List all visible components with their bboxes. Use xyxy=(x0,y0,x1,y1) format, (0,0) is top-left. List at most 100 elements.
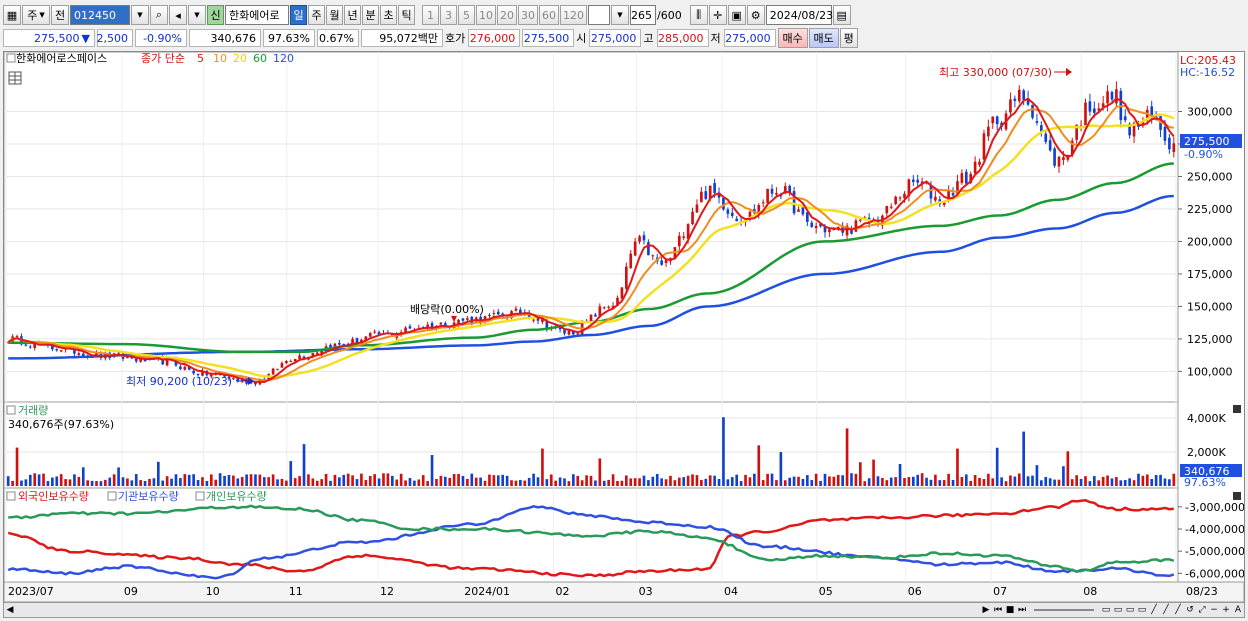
buy-button[interactable]: 매수 xyxy=(777,28,808,48)
candle-body xyxy=(55,348,59,351)
settings-checkbox-icon[interactable] xyxy=(6,53,16,63)
volume-bar xyxy=(1004,481,1008,486)
font-icon[interactable]: A xyxy=(1234,605,1242,615)
institution-checkbox-icon[interactable] xyxy=(107,491,117,501)
candle-body xyxy=(700,191,703,203)
interval-custom-input[interactable] xyxy=(588,5,610,25)
volume-bar xyxy=(1009,475,1012,486)
volume-bar xyxy=(1048,478,1052,486)
period-minute[interactable]: 분 xyxy=(362,5,379,25)
gear-icon[interactable]: ⚙ xyxy=(746,5,765,25)
volume-bar xyxy=(863,481,867,486)
save-icon[interactable]: ▣ xyxy=(727,5,746,25)
period-week[interactable]: 주 xyxy=(308,5,325,25)
interval-dropdown-icon[interactable]: ▼ xyxy=(611,5,629,25)
menu-icon[interactable]: ▦ xyxy=(3,5,21,25)
jump-start-icon[interactable]: ⏮ xyxy=(993,605,1003,615)
chart-svg[interactable]: 300,000275,000250,000225,000200,000175,0… xyxy=(3,51,1245,603)
type-select[interactable]: 전 xyxy=(51,5,69,25)
last-price: 275,500 xyxy=(1184,135,1230,148)
period-tick[interactable]: 틱 xyxy=(398,5,415,25)
price-tick-label: 225,000 xyxy=(1187,203,1233,216)
draw-line3-icon[interactable]: ╱ xyxy=(1175,605,1181,615)
volume-bar xyxy=(1000,477,1003,486)
layout4-icon[interactable]: ▭ xyxy=(1137,605,1147,615)
zoom-fit-icon[interactable]: ⤢ xyxy=(1198,605,1206,615)
period-day[interactable]: 일 xyxy=(290,5,307,25)
crosshair-icon[interactable]: ✛ xyxy=(708,5,727,25)
volume-bar xyxy=(351,475,354,486)
volume-bar xyxy=(439,475,443,486)
candle-body xyxy=(598,306,602,317)
interval-5[interactable]: 5 xyxy=(458,5,475,25)
volume-close-icon[interactable] xyxy=(1233,405,1241,413)
holding-checkbox-icon[interactable] xyxy=(6,491,16,501)
period-second[interactable]: 초 xyxy=(380,5,397,25)
volume-bar xyxy=(602,480,606,486)
layout2-icon[interactable]: ▭ xyxy=(1113,605,1123,615)
sound-icon[interactable]: ◂ xyxy=(169,5,187,25)
volume-bar xyxy=(368,475,372,486)
new-badge[interactable]: 신 xyxy=(207,5,224,25)
price-panel-frame xyxy=(3,51,1179,403)
candle-body xyxy=(179,366,182,370)
period-year[interactable]: 년 xyxy=(344,5,361,25)
draw-line-icon[interactable]: ╱ xyxy=(1151,605,1157,615)
holding-close-icon[interactable] xyxy=(1233,492,1241,500)
toolbar: ▦ 주 ▼ 전 012450 ▼ ⌕ ◂ ▼ 신 한화에어로 일 주 월 년 분 … xyxy=(0,3,1248,27)
holding-tick-label: -4,000,000 xyxy=(1185,523,1244,536)
individual-checkbox-icon[interactable] xyxy=(195,491,205,501)
interval-20[interactable]: 20 xyxy=(497,5,517,25)
zoom-slider[interactable] xyxy=(1034,609,1094,611)
stock-name-field[interactable]: 한화에어로 xyxy=(225,5,289,25)
count-input[interactable]: 265 xyxy=(630,5,656,25)
code-input[interactable]: 012450 xyxy=(70,5,130,25)
quote-high: 285,000 xyxy=(656,29,709,47)
chart-scrollbar[interactable]: ◀ ▶ ⏮ ■ ⏭ ▭ ▭ ▭ ▭ ╱ ╱ ╱ ↺ ⤢ − + A xyxy=(3,602,1245,618)
date-input[interactable]: 2024/08/23 xyxy=(765,5,833,25)
volume-bar xyxy=(982,479,986,486)
chart-area[interactable]: 300,000275,000250,000225,000200,000175,0… xyxy=(3,51,1245,603)
candle-body xyxy=(956,181,959,194)
volume-bar xyxy=(669,475,672,486)
interval-10[interactable]: 10 xyxy=(476,5,496,25)
volume-bar xyxy=(580,480,584,486)
dropdown-icon[interactable]: ▼ xyxy=(188,5,206,25)
period-month[interactable]: 월 xyxy=(326,5,343,25)
search-icon[interactable]: ⌕ xyxy=(150,5,168,25)
volume-bar xyxy=(554,480,558,486)
layout-icon[interactable]: ▭ xyxy=(1101,605,1111,615)
calendar-icon[interactable]: ▤ xyxy=(832,5,851,25)
last-price-pct: -0.90% xyxy=(1184,148,1223,161)
refresh-icon[interactable]: ↺ xyxy=(1186,605,1194,615)
volume-bar xyxy=(792,476,796,486)
volume-bar xyxy=(55,476,59,486)
candle-body xyxy=(1035,121,1039,123)
candle-body xyxy=(616,297,619,306)
time-tick-label: 03 xyxy=(639,585,653,598)
zoom-in-icon[interactable]: + xyxy=(1222,605,1230,615)
market-select[interactable]: 주 ▼ xyxy=(22,5,50,25)
stop-icon[interactable]: ■ xyxy=(1005,605,1015,615)
zoom-out-icon[interactable]: − xyxy=(1210,605,1218,615)
candle-body xyxy=(28,346,32,348)
interval-30[interactable]: 30 xyxy=(518,5,538,25)
draw-line2-icon[interactable]: ╱ xyxy=(1163,605,1169,615)
volume-bar xyxy=(775,480,778,486)
scroll-left-icon[interactable]: ◀ xyxy=(6,605,14,615)
volume-bar xyxy=(59,474,63,486)
candle-icon[interactable]: ⫼ xyxy=(689,5,708,25)
eval-button[interactable]: 평 xyxy=(839,28,858,48)
sell-button[interactable]: 매도 xyxy=(808,28,839,48)
volume-bar xyxy=(611,474,615,486)
code-dropdown-icon[interactable]: ▼ xyxy=(131,5,149,25)
interval-120[interactable]: 120 xyxy=(560,5,587,25)
volume-bar xyxy=(616,481,619,486)
scroll-right-icon[interactable]: ▶ xyxy=(982,605,990,615)
interval-3[interactable]: 3 xyxy=(440,5,457,25)
interval-60[interactable]: 60 xyxy=(539,5,559,25)
interval-1[interactable]: 1 xyxy=(422,5,439,25)
volume-checkbox-icon[interactable] xyxy=(6,405,16,415)
layout3-icon[interactable]: ▭ xyxy=(1125,605,1135,615)
jump-end-icon[interactable]: ⏭ xyxy=(1017,605,1027,615)
